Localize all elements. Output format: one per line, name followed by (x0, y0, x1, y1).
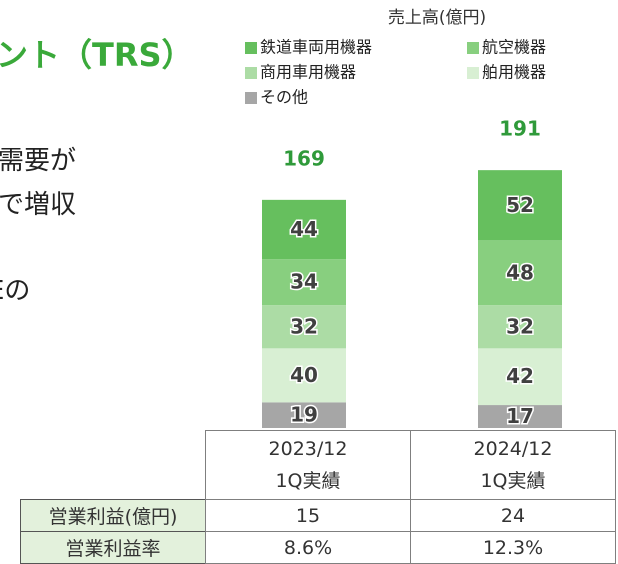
table-cell: 12.3% (410, 531, 616, 564)
bar-segment (478, 348, 562, 406)
row-label: 営業利益率 (20, 531, 206, 564)
body-text: Eの (0, 276, 31, 306)
body-text: 需要が (0, 146, 77, 176)
table-cell: 24 (410, 499, 616, 532)
cell-text: 営業利益率 (65, 538, 161, 560)
category-note: 1Q実績 (480, 470, 546, 492)
body-text: で増収 (0, 190, 77, 220)
value-label: 48 (506, 260, 534, 284)
bar-segment (478, 170, 562, 241)
slide-title: ント（TRS） (0, 36, 194, 74)
header-cell: 2024/12 1Q実績 (410, 430, 616, 500)
legend-swatch (245, 92, 257, 104)
bar-segment (262, 348, 346, 403)
value-label: 44 (290, 217, 318, 241)
value-label: 34 (290, 270, 318, 294)
bar-segment (478, 305, 562, 349)
legend-label: 航空機器 (482, 38, 546, 57)
legend-label: 鉄道車両用機器 (260, 38, 372, 57)
value-label: 19 (290, 403, 318, 427)
total-label: 169 (283, 146, 325, 170)
bar-segment (262, 259, 346, 306)
value-label: 42 (506, 364, 534, 388)
legend-label: 商用車用機器 (260, 63, 356, 82)
cell-text: 12.3% (482, 536, 544, 559)
value-label: 17 (506, 404, 534, 428)
cell-text: 24 (500, 504, 526, 527)
cell-text: 営業利益(億円) (48, 506, 178, 528)
bar-segment (478, 240, 562, 306)
cell-text: 15 (295, 504, 321, 527)
legend-label: 舶用機器 (482, 63, 546, 82)
row-label: 営業利益(億円) (20, 499, 206, 532)
legend-swatch (245, 42, 257, 54)
value-label: 40 (290, 363, 318, 387)
legend-swatch (245, 67, 257, 79)
legend-swatch (467, 42, 479, 54)
value-label: 52 (506, 193, 534, 217)
table-cell: 8.6% (205, 531, 411, 564)
category-note: 1Q実績 (275, 470, 341, 492)
bar-segment (262, 199, 346, 260)
value-label: 32 (506, 314, 534, 338)
bar-segment (262, 305, 346, 349)
category-label: 2023/12 (268, 438, 348, 460)
bar-segment (262, 402, 346, 428)
bar-segment (478, 405, 562, 428)
value-label: 32 (290, 314, 318, 338)
legend-label: その他 (260, 88, 308, 107)
table-cell: 15 (205, 499, 411, 532)
category-label: 2024/12 (473, 438, 553, 460)
cell-text: 8.6% (283, 536, 333, 559)
chart-title: 売上高(億円) (388, 8, 486, 28)
legend-swatch (467, 67, 479, 79)
header-cell: 2023/12 1Q実績 (205, 430, 411, 500)
total-label: 191 (499, 117, 541, 141)
